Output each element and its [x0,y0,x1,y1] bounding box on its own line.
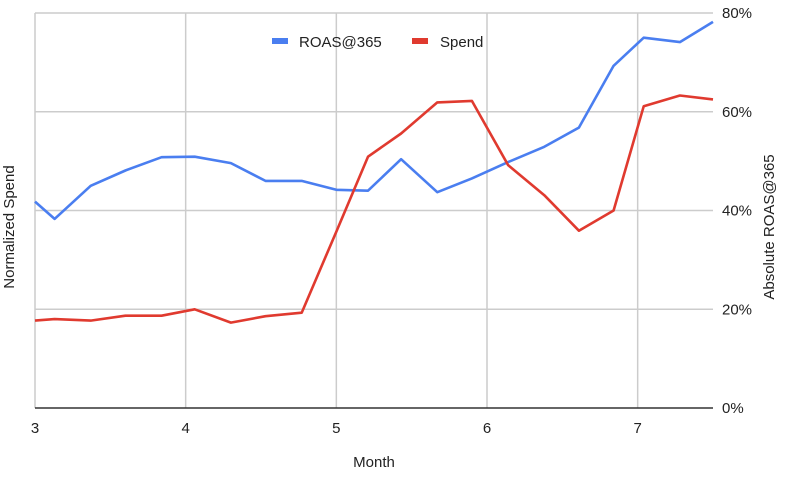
legend-label-spend: Spend [440,34,483,51]
y-tick-label: 40% [722,203,752,220]
legend: ROAS@365 Spend [272,34,483,51]
y-tick-label: 80% [722,5,752,22]
legend-swatch-spend [412,38,428,44]
legend-swatch-roas [272,38,288,44]
x-tick-label: 6 [483,420,491,437]
series-line-spend [34,94,714,324]
x-tick-labels: 3 4 5 6 7 [31,420,642,437]
x-tick-label: 3 [31,420,39,437]
legend-label-roas: ROAS@365 [299,34,382,51]
gridlines [34,12,713,408]
series-line-roas-365 [34,20,714,221]
y-tick-labels: 0% 20% 40% 60% 80% [722,5,752,417]
x-axis-title: Month [353,454,395,471]
y-tick-label: 0% [722,400,744,417]
y-axis-title-left: Normalized Spend [1,165,18,288]
y-tick-label: 60% [722,104,752,121]
y-axis-title-right: Absolute ROAS@365 [761,154,778,299]
x-tick-label: 4 [181,420,189,437]
series-lines [34,20,714,324]
x-tick-label: 5 [332,420,340,437]
x-tick-label: 7 [633,420,641,437]
y-tick-label: 20% [722,301,752,318]
